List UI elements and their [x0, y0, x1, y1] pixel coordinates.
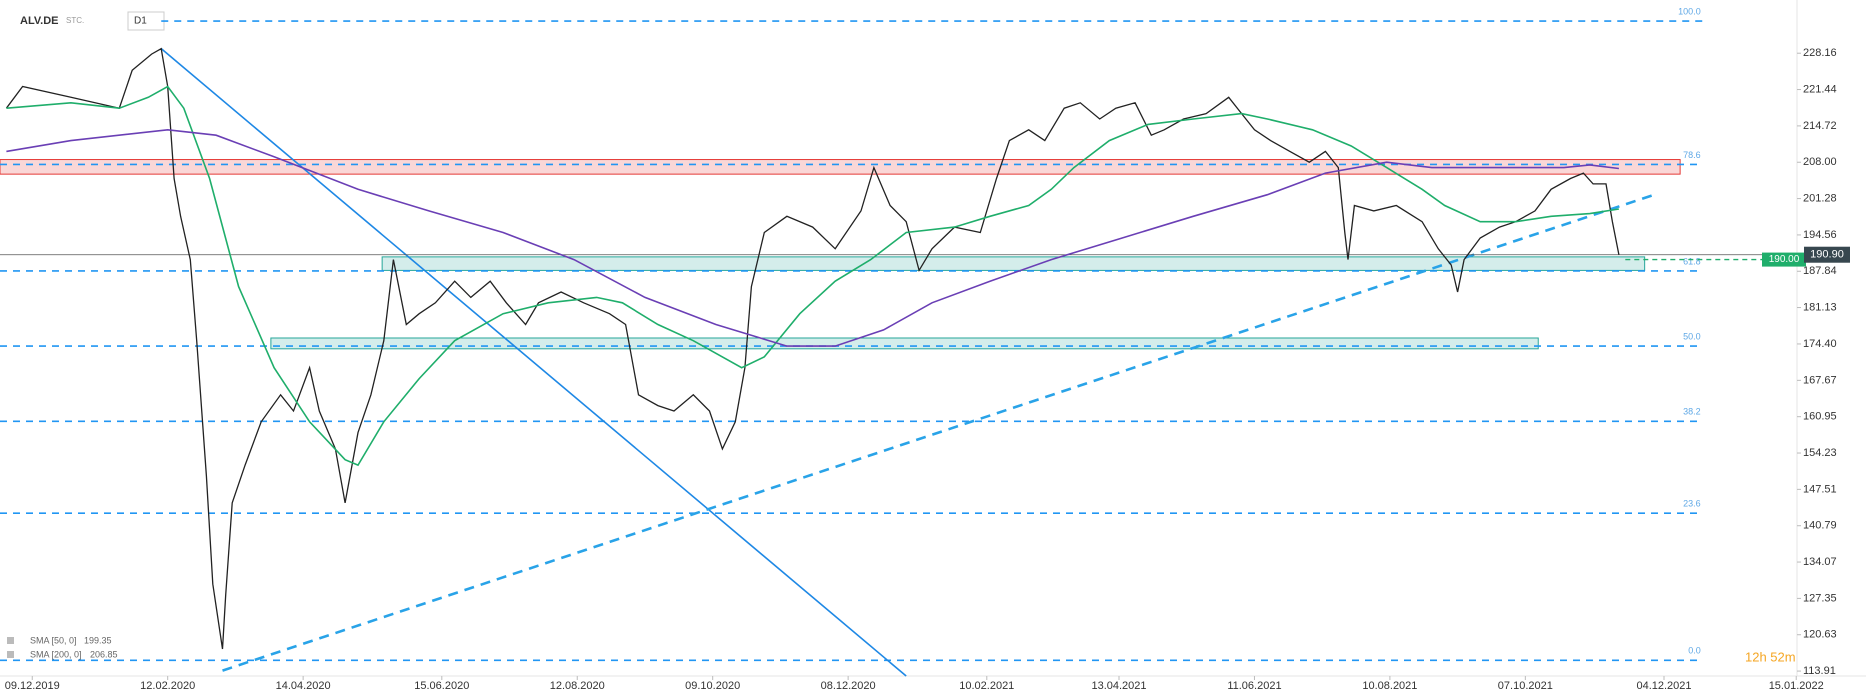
fib-label: 38.2	[1683, 407, 1701, 417]
trendline	[222, 193, 1655, 672]
y-tick-label: 147.51	[1803, 483, 1837, 495]
timeframe[interactable]: D1	[134, 16, 147, 27]
x-tick-label: 12.08.2020	[550, 680, 605, 692]
y-tick-label: 187.84	[1803, 265, 1837, 277]
zone	[381, 256, 1646, 271]
x-tick-label: 14.04.2020	[276, 680, 331, 692]
trendline	[160, 48, 907, 677]
y-tick-label: 174.40	[1803, 338, 1837, 350]
legend-value: 199.35	[84, 635, 112, 645]
x-tick-label: 07.10.2021	[1498, 680, 1553, 692]
last-price-box	[1804, 246, 1850, 263]
zone	[270, 337, 1539, 350]
price-line	[5, 47, 1620, 650]
fib-label: 78.6	[1683, 150, 1701, 160]
fib-label: 61.8	[1683, 256, 1701, 266]
x-tick-label: 09.10.2020	[685, 680, 740, 692]
fib-label: 23.6	[1683, 499, 1701, 509]
x-tick-label: 08.12.2020	[821, 680, 876, 692]
symbol: ALV.DE	[20, 15, 59, 27]
y-tick-label: 208.00	[1803, 156, 1837, 168]
alert-price-label: 190.00	[1769, 254, 1800, 265]
x-tick-label: 11.06.2021	[1227, 680, 1281, 692]
sma-line	[6, 128, 1619, 347]
x-tick-label: 10.08.2021	[1362, 680, 1417, 692]
y-tick-label: 181.13	[1803, 301, 1837, 313]
y-tick-label: 167.67	[1803, 374, 1837, 386]
fib-label: 50.0	[1683, 331, 1701, 341]
sma-line	[6, 85, 1620, 467]
y-tick-label: 160.95	[1803, 411, 1837, 423]
y-tick-label: 194.56	[1803, 229, 1837, 241]
x-tick-label: 15.01.2022	[1769, 680, 1824, 692]
x-tick-label: 12.02.2020	[140, 680, 195, 692]
fib-label: 0.0	[1688, 646, 1701, 656]
x-tick-label: 15.06.2020	[414, 680, 469, 692]
alert-price-box	[1762, 252, 1806, 267]
legend-icon	[7, 651, 14, 658]
y-tick-label: 214.72	[1803, 120, 1837, 132]
y-tick-label: 113.91	[1803, 665, 1836, 677]
y-tick-label: 228.16	[1803, 47, 1837, 59]
countdown: 12h 52m	[1745, 649, 1796, 664]
fib-label: 100.0	[1678, 6, 1701, 16]
x-tick-label: 09.12.2019	[5, 680, 60, 692]
last-price-label: 190.90	[1810, 249, 1844, 261]
legend-value: 206.85	[90, 649, 118, 659]
x-tick-label: 04.12.2021	[1636, 680, 1691, 692]
legend-label: SMA [200, 0]	[30, 649, 82, 659]
zone	[0, 159, 1681, 175]
y-tick-label: 201.28	[1803, 192, 1837, 204]
y-tick-label: 127.35	[1803, 592, 1837, 604]
y-tick-label: 221.44	[1803, 83, 1837, 95]
legend-icon	[7, 637, 14, 644]
y-tick-label: 154.23	[1803, 447, 1837, 459]
y-tick-label: 140.79	[1803, 520, 1837, 532]
x-tick-label: 10.02.2021	[959, 680, 1014, 692]
y-tick-label: 120.63	[1803, 629, 1837, 641]
legend-label: SMA [50, 0]	[30, 635, 77, 645]
x-tick-label: 13.04.2021	[1091, 680, 1146, 692]
instrument-type: STC.	[66, 16, 84, 25]
y-tick-label: 134.07	[1803, 556, 1837, 568]
